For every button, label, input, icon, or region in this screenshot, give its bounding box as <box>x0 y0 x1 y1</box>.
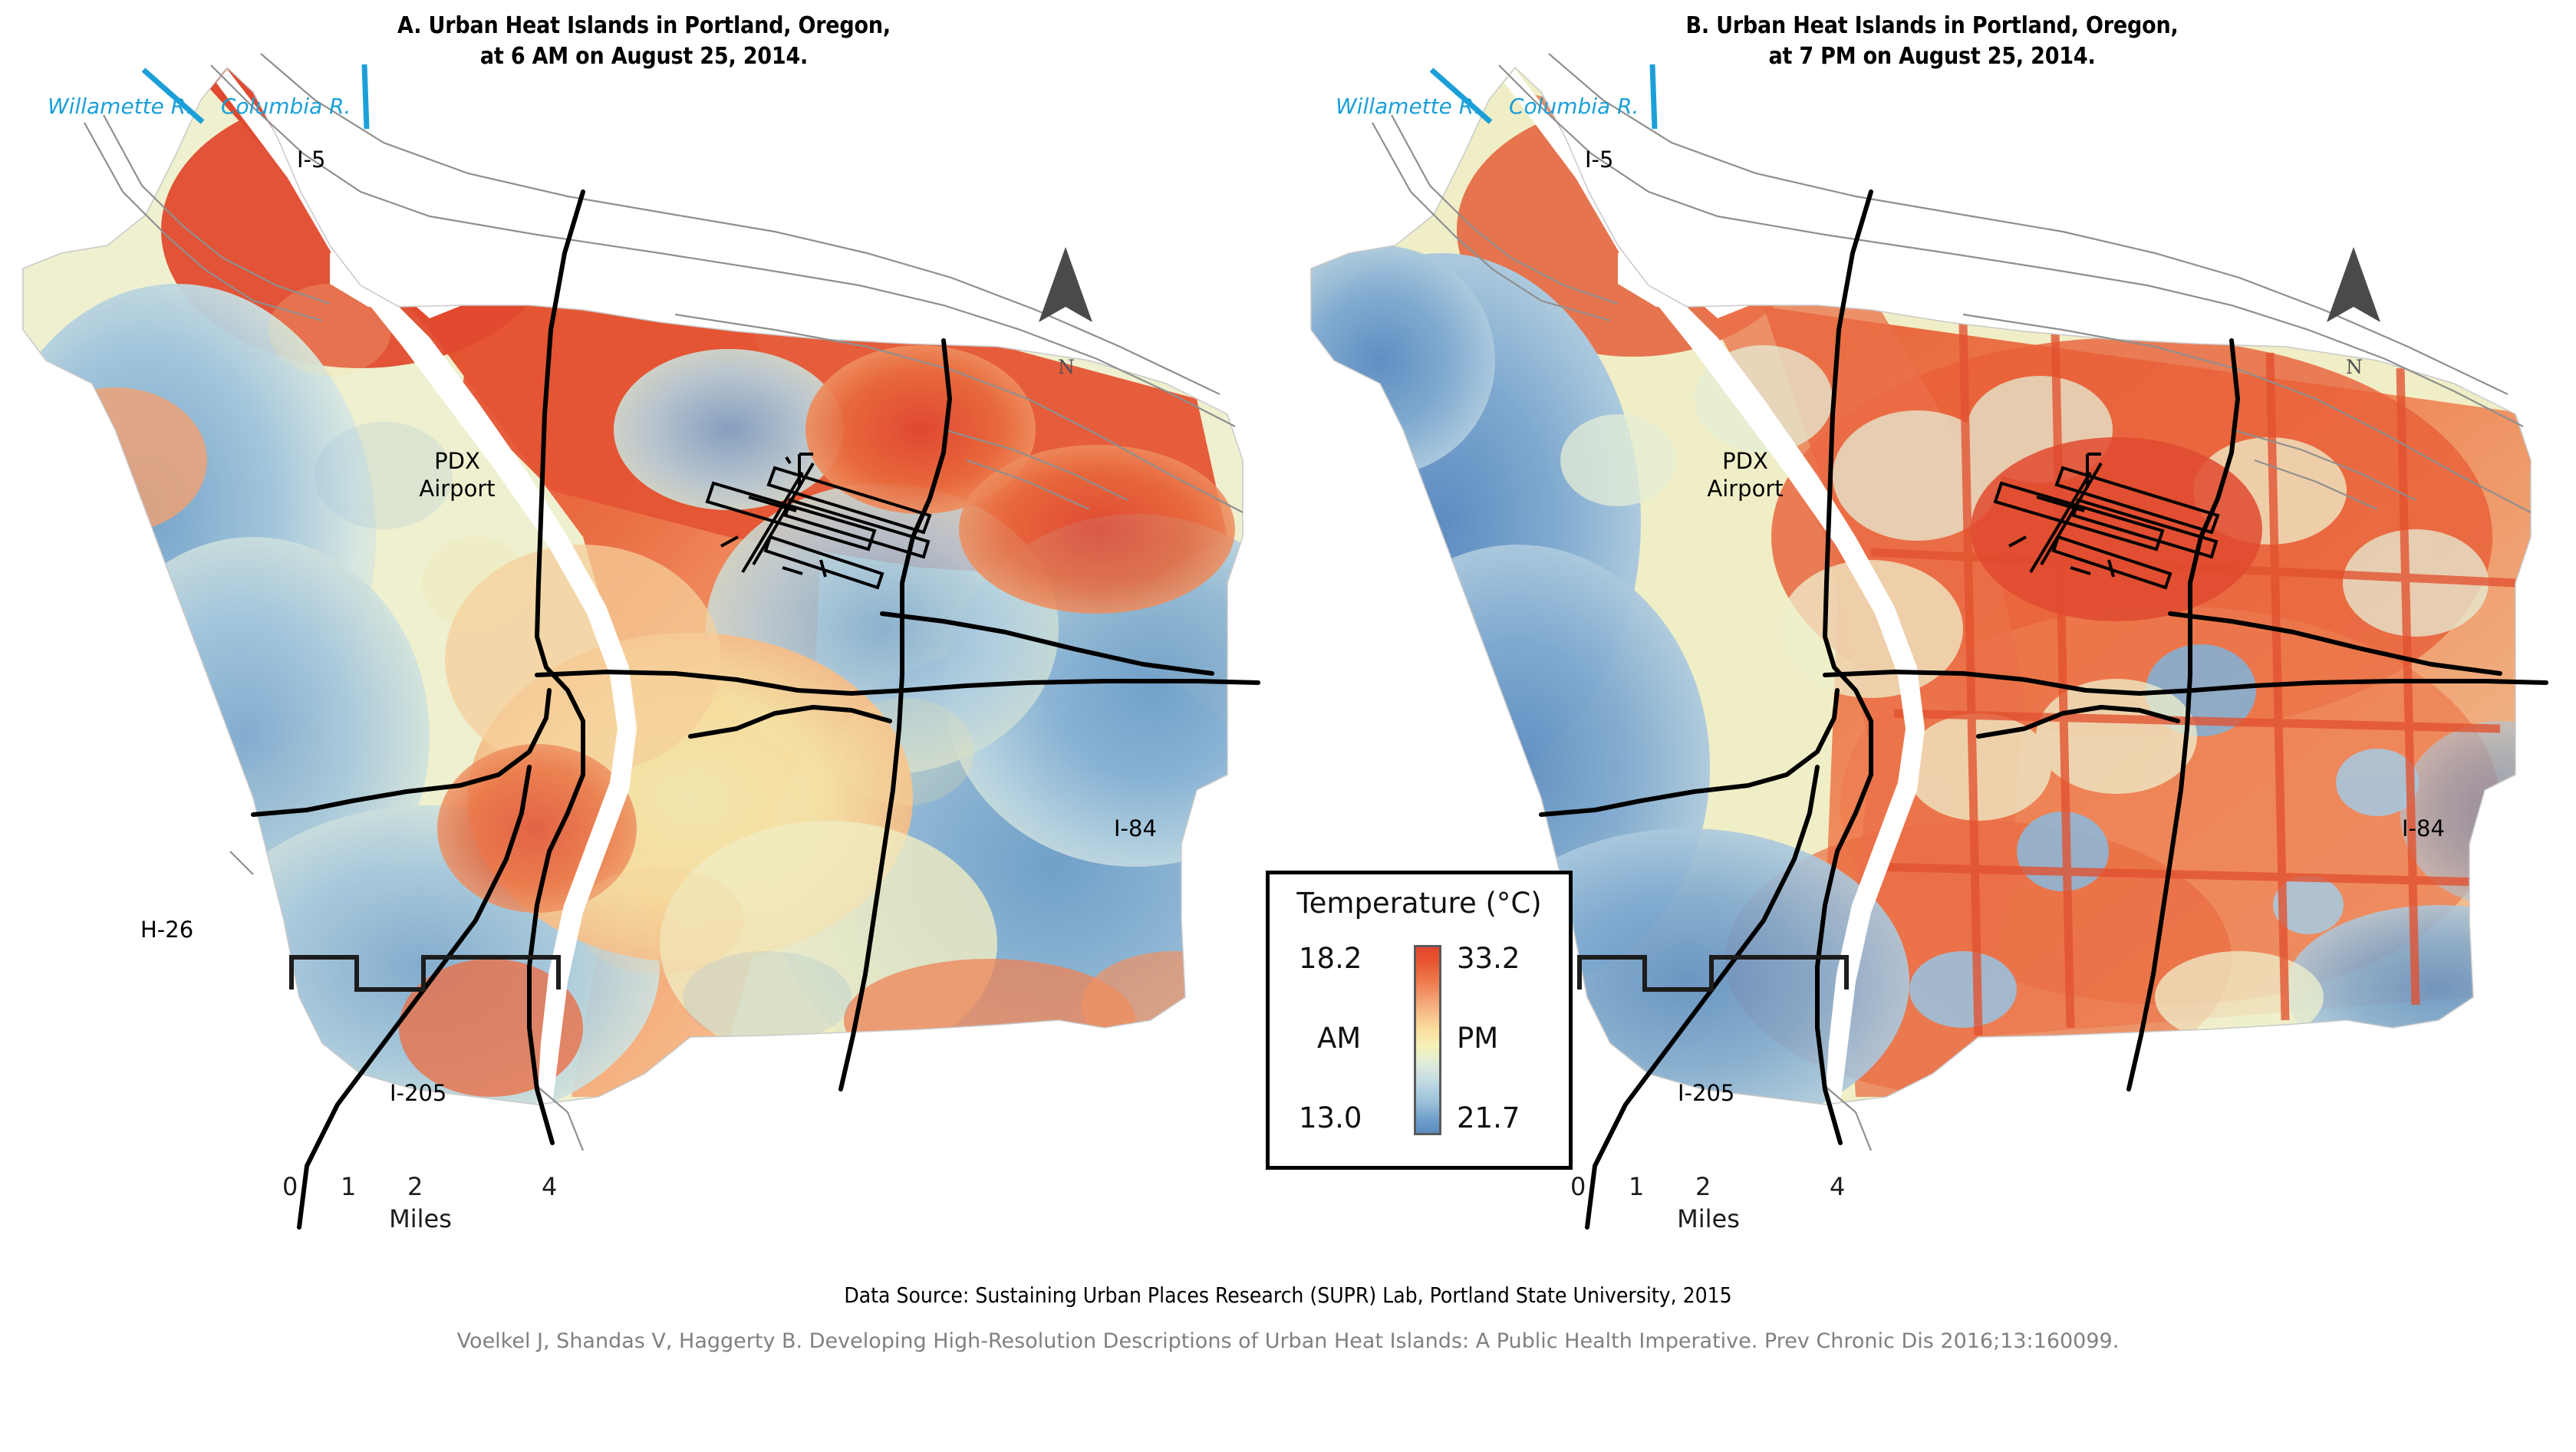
legend-am-label: AM <box>1317 1022 1362 1055</box>
label-h26-a: H-26 <box>140 917 194 943</box>
label-i84-b: I-84 <box>2402 815 2445 841</box>
legend-pm-low: 21.7 <box>1457 1101 1520 1134</box>
panel-a-title: A. Urban Heat Islands in Portland, Orego… <box>0 11 1288 72</box>
label-pdx-b: PDX <box>1722 448 1768 474</box>
panel-b-title: B. Urban Heat Islands in Portland, Orego… <box>1288 11 2576 72</box>
scale-bar-b <box>1577 955 1849 992</box>
label-airport-b: Airport <box>1707 476 1784 502</box>
panel-b: B. Urban Heat Islands in Portland, Orego… <box>1288 0 2576 1452</box>
panel-a: A. Urban Heat Islands in Portland, Orego… <box>0 11 1288 1233</box>
leader-lines-a <box>141 64 370 130</box>
label-i205-a: I-205 <box>390 1080 447 1106</box>
airport-runways-b <box>1993 453 2220 590</box>
label-willamette-river-a: Willamette R. <box>48 94 193 119</box>
citation-line: Voelkel J, Shandas V, Haggerty B. Develo… <box>456 1329 2120 1353</box>
label-i84-a: I-84 <box>1114 815 1157 841</box>
data-source-line: Data Source: Sustaining Urban Places Res… <box>844 1282 1732 1308</box>
label-willamette-river-b: Willamette R. <box>1336 94 1481 119</box>
figure-footer: Data Source: Sustaining Urban Places Res… <box>0 1282 2576 1353</box>
scale-tick-4-b: 4 <box>1830 1172 1846 1201</box>
color-ramp <box>1414 945 1441 1135</box>
scale-caption-a: Miles <box>389 1204 452 1233</box>
scale-caption-b: Miles <box>1677 1204 1740 1233</box>
label-columbia-river-b: Columbia R. <box>1509 94 1639 119</box>
north-arrow-b <box>2327 247 2380 322</box>
north-label-a: N <box>1058 356 1075 378</box>
label-i5-a: I-5 <box>297 147 326 173</box>
north-label-b: N <box>2346 356 2363 378</box>
scale-tick-0-a: 0 <box>282 1172 298 1201</box>
label-columbia-river-a: Columbia R. <box>221 94 351 119</box>
map-a <box>22 53 1260 1230</box>
legend-pm-label: PM <box>1457 1022 1499 1055</box>
heat-raster-a <box>23 67 1243 1105</box>
scale-bar-labels-b: 0 1 2 4 Miles <box>1570 1172 1862 1233</box>
leader-lines-b <box>1429 64 1658 130</box>
airport-runways-a <box>705 453 932 590</box>
legend-title: Temperature (°C) <box>1296 887 1542 920</box>
scale-tick-1-a: 1 <box>341 1172 357 1201</box>
scale-bar-labels-a: 0 1 2 4 Miles <box>282 1172 574 1233</box>
scale-tick-0-b: 0 <box>1570 1172 1586 1201</box>
highways-a <box>251 189 1260 1230</box>
temperature-legend: Temperature (°C) 18.2 33.2 AM PM 13.0 21… <box>1266 871 1573 1170</box>
legend-pm-high: 33.2 <box>1457 942 1520 975</box>
legend-am-high: 18.2 <box>1299 942 1362 975</box>
river-lines-a <box>84 53 1244 1151</box>
label-pdx-a: PDX <box>434 448 480 474</box>
scale-tick-4-a: 4 <box>542 1172 558 1201</box>
label-i205-b: I-205 <box>1678 1080 1735 1106</box>
scale-bar-a <box>289 955 561 992</box>
north-arrow-a <box>1039 247 1092 322</box>
scale-tick-2-b: 2 <box>1695 1172 1711 1201</box>
scale-tick-1-b: 1 <box>1629 1172 1645 1201</box>
panel-b-title-line2: at 7 PM on August 25, 2014. <box>1768 43 2096 70</box>
panel-a-title-line2: at 6 AM on August 25, 2014. <box>479 43 809 70</box>
panel-a-title-line1: A. Urban Heat Islands in Portland, Orego… <box>397 12 891 39</box>
highways-b <box>1539 189 2548 1230</box>
panel-b-title-line1: B. Urban Heat Islands in Portland, Orego… <box>1685 12 2179 39</box>
river-lines-b <box>1372 53 2532 1151</box>
scale-tick-2-a: 2 <box>407 1172 423 1201</box>
legend-am-low: 13.0 <box>1299 1101 1362 1134</box>
label-airport-a: Airport <box>419 476 496 502</box>
label-i5-b: I-5 <box>1585 147 1614 173</box>
